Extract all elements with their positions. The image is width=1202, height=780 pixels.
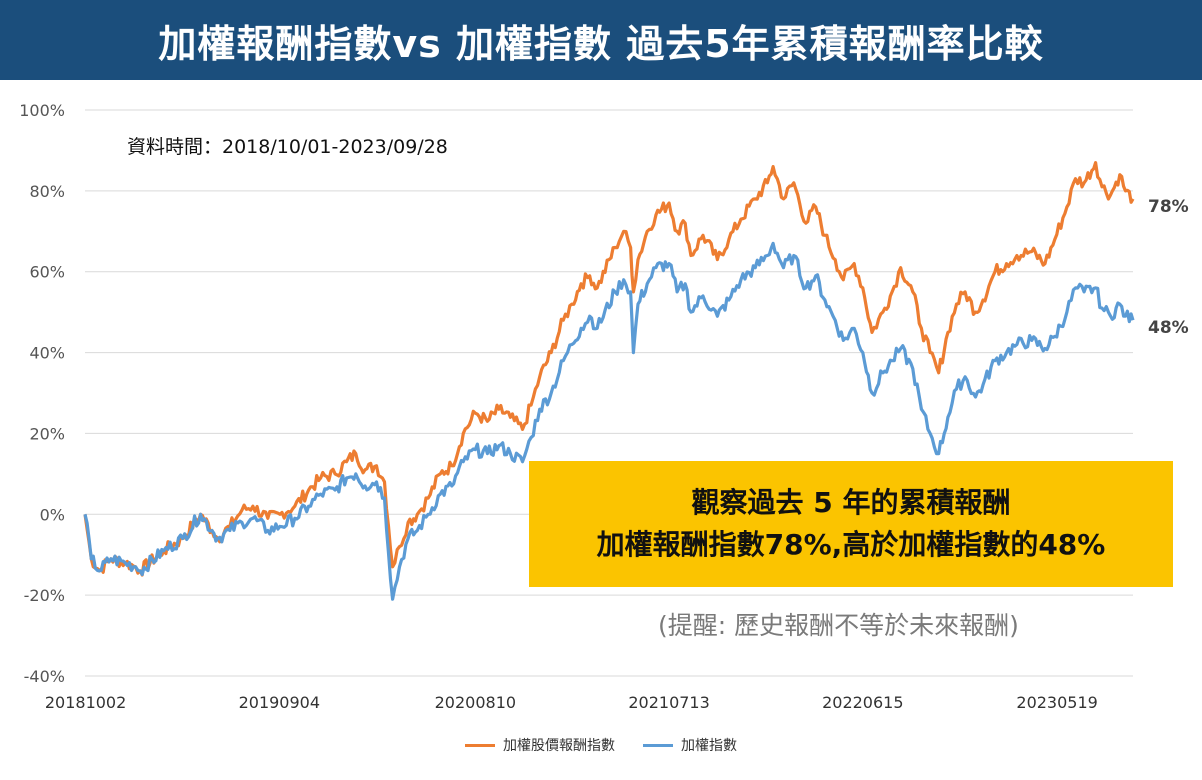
x-tick-label: 20200810 bbox=[435, 693, 516, 712]
legend-label: 加權指數 bbox=[681, 738, 737, 754]
callout-line-1: 觀察過去 5 年的累積報酬 bbox=[691, 486, 1011, 519]
x-tick-label: 20210713 bbox=[628, 693, 709, 712]
legend-item-price-index: 加權指數 bbox=[643, 735, 737, 755]
y-tick-label: -40% bbox=[24, 667, 65, 686]
legend-label: 加權股價報酬指數 bbox=[503, 738, 615, 754]
callout-box: 觀察過去 5 年的累積報酬 加權報酬指數78%,高於加權指數的48% bbox=[529, 461, 1173, 587]
x-tick-label: 20220615 bbox=[822, 693, 903, 712]
end-label-return-index: 78% bbox=[1148, 196, 1189, 217]
y-tick-label: 100% bbox=[19, 101, 65, 120]
disclaimer-text: (提醒: 歷史報酬不等於未來報酬) bbox=[658, 611, 1019, 640]
page-title: 加權報酬指數vs 加權指數 過去5年累積報酬率比較 bbox=[158, 21, 1044, 66]
date-range-note: 資料時間：2018/10/01-2023/09/28 bbox=[127, 136, 448, 158]
end-label-price-index: 48% bbox=[1148, 318, 1189, 339]
x-axis-ticks: 20181002 20190904 20200810 20210713 20220615… bbox=[45, 693, 1098, 712]
legend: 加權股價報酬指數 加權指數 bbox=[0, 735, 1202, 755]
chart-series bbox=[83, 161, 1135, 601]
y-tick-label: 60% bbox=[29, 263, 65, 282]
x-tick-label: 20230519 bbox=[1016, 693, 1097, 712]
y-tick-label: 40% bbox=[29, 344, 65, 363]
series-line-price-index bbox=[83, 241, 1135, 601]
legend-swatch-blue bbox=[643, 743, 673, 747]
legend-swatch-orange bbox=[465, 743, 495, 747]
series-line-return-index bbox=[83, 161, 1135, 577]
y-tick-label: -20% bbox=[24, 586, 65, 605]
legend-item-return-index: 加權股價報酬指數 bbox=[465, 735, 615, 755]
callout-line-2: 加權報酬指數78%,高於加權指數的48% bbox=[596, 528, 1106, 561]
title-bar: 加權報酬指數vs 加權指數 過去5年累積報酬率比較 bbox=[0, 0, 1202, 80]
y-tick-label: 0% bbox=[40, 505, 65, 524]
y-axis-ticks: -40% -20% 0% 20% 40% 60% 80% 100% bbox=[19, 101, 65, 686]
x-tick-label: 20181002 bbox=[45, 693, 126, 712]
x-tick-label: 20190904 bbox=[239, 693, 320, 712]
chart: -40% -20% 0% 20% 40% 60% 80% 100% 20181002 20190… bbox=[19, 101, 1135, 712]
y-tick-label: 20% bbox=[29, 424, 65, 443]
y-tick-label: 80% bbox=[29, 182, 65, 201]
